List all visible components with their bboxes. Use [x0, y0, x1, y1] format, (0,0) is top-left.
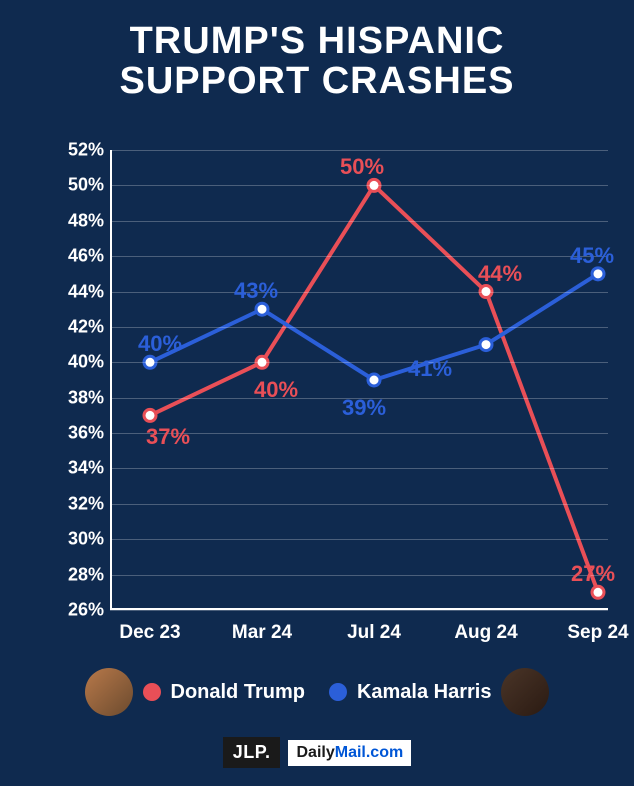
chart-title: TRUMP'S HISPANIC SUPPORT CRASHES: [0, 0, 634, 102]
legend-label-harris: Kamala Harris: [357, 681, 492, 704]
legend-item-trump: Donald Trump: [85, 668, 305, 716]
gridline: [110, 539, 608, 540]
x-tick-label: Jul 24: [347, 622, 401, 644]
y-tick-label: 28%: [48, 564, 104, 585]
data-label: 43%: [234, 278, 278, 304]
footer: JLP. Daily Mail .com: [0, 737, 634, 768]
gridline: [110, 256, 608, 257]
swatch-harris: [329, 683, 347, 701]
y-tick-label: 32%: [48, 493, 104, 514]
data-label: 44%: [478, 261, 522, 287]
y-tick-label: 50%: [48, 175, 104, 196]
y-tick-label: 30%: [48, 529, 104, 550]
dm-daily: Daily: [296, 744, 334, 762]
series-marker: [480, 339, 492, 351]
data-label: 40%: [254, 377, 298, 403]
x-tick-label: Mar 24: [232, 622, 292, 644]
chart-container: TRUMP'S HISPANIC SUPPORT CRASHES 26% 28% 3…: [0, 0, 634, 786]
legend-label-trump: Donald Trump: [171, 681, 305, 704]
y-tick-label: 36%: [48, 423, 104, 444]
title-line-1: TRUMP'S HISPANIC: [0, 22, 634, 62]
badge-dailymail: Daily Mail .com: [288, 740, 411, 766]
y-tick-label: 52%: [48, 140, 104, 161]
series-marker: [144, 409, 156, 421]
data-label: 37%: [146, 424, 190, 450]
y-tick-label: 40%: [48, 352, 104, 373]
data-label: 27%: [571, 561, 615, 587]
swatch-trump: [143, 683, 161, 701]
y-tick-label: 26%: [48, 600, 104, 621]
x-tick-label: Sep 24: [567, 622, 628, 644]
dm-mail: Mail: [335, 744, 366, 762]
gridline: [110, 185, 608, 186]
gridline: [110, 468, 608, 469]
gridline: [110, 575, 608, 576]
legend: Donald Trump Kamala Harris: [0, 668, 634, 716]
badge-jlp: JLP.: [223, 737, 281, 768]
x-tick-label: Dec 23: [119, 622, 180, 644]
avatar-harris: [501, 668, 549, 716]
y-tick-label: 46%: [48, 246, 104, 267]
legend-item-harris: Kamala Harris: [329, 668, 550, 716]
data-label: 50%: [340, 154, 384, 180]
gridline: [110, 292, 608, 293]
chart-svg: [110, 150, 608, 610]
y-tick-label: 38%: [48, 387, 104, 408]
gridline: [110, 610, 608, 611]
dm-com: .com: [366, 744, 403, 762]
series-marker: [368, 374, 380, 386]
x-tick-label: Aug 24: [454, 622, 517, 644]
data-label: 45%: [570, 243, 614, 269]
title-line-2: SUPPORT CRASHES: [0, 62, 634, 102]
gridline: [110, 221, 608, 222]
y-tick-label: 34%: [48, 458, 104, 479]
data-label: 41%: [408, 356, 452, 382]
y-tick-label: 48%: [48, 210, 104, 231]
avatar-trump: [85, 668, 133, 716]
y-tick-label: 44%: [48, 281, 104, 302]
plot-region: [110, 150, 608, 610]
gridline: [110, 150, 608, 151]
series-marker: [592, 268, 604, 280]
chart-area: 26% 28% 30% 32% 34% 36% 38% 40% 42% 44% 46% 48% 50% 5…: [48, 150, 608, 650]
series-marker: [592, 586, 604, 598]
series-marker: [256, 303, 268, 315]
gridline: [110, 504, 608, 505]
y-tick-label: 42%: [48, 316, 104, 337]
gridline: [110, 362, 608, 363]
series-line: [150, 185, 598, 592]
data-label: 40%: [138, 331, 182, 357]
gridline: [110, 327, 608, 328]
data-label: 39%: [342, 395, 386, 421]
